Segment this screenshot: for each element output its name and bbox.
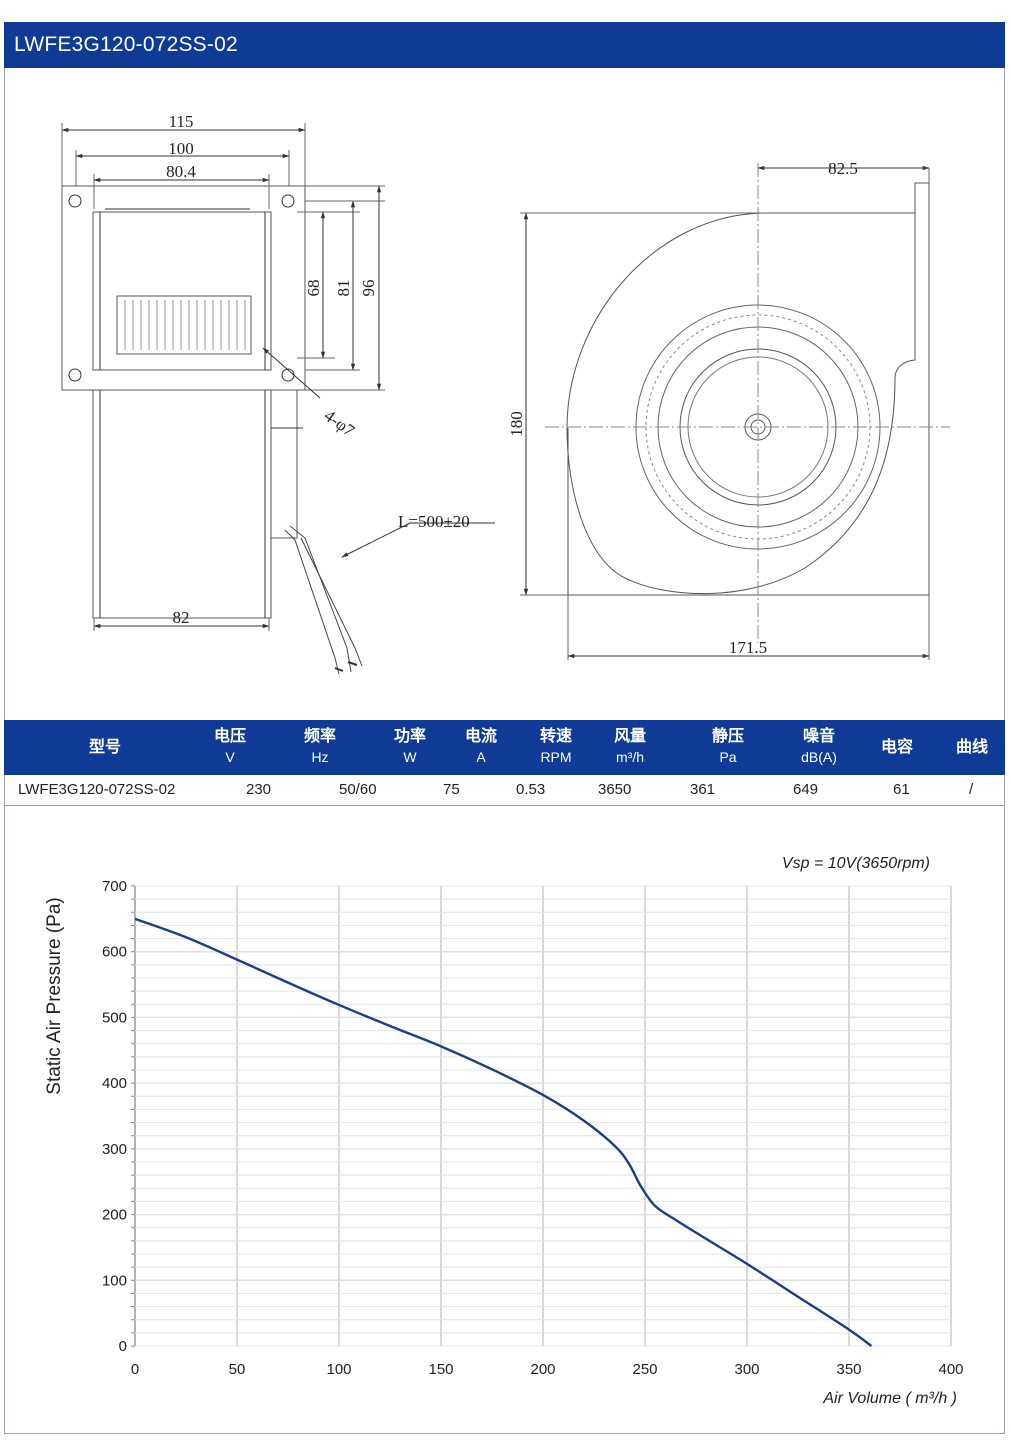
x-tick-label: 300	[734, 1361, 759, 1378]
col-power: 功率 W	[393, 728, 426, 765]
x-tick-label: 50	[229, 1361, 246, 1378]
x-tick-label: 100	[326, 1361, 351, 1378]
cell-power: 75	[443, 781, 460, 798]
y-tick-label: 200	[102, 1207, 127, 1224]
dim-81: 81	[334, 280, 353, 297]
cell-current: 0.53	[516, 781, 546, 798]
x-tick-label: 150	[428, 1361, 453, 1378]
y-tick-label: 300	[102, 1141, 127, 1158]
pq-curve-line	[134, 917, 873, 1347]
dim-cable: L=500±20	[398, 512, 470, 531]
y-tick-label: 500	[102, 1009, 127, 1026]
spec-table-header: 型号 电压 V 频率 Hz 功率 W 电流 A 转速 RPM 风量 m³/h 静压 Pa 噪音…	[4, 720, 1005, 775]
dim-80-4: 80.4	[166, 162, 196, 181]
y-axis-label: Static Air Pressure (Pa)	[44, 897, 65, 1094]
col-speed: 转速 RPM	[539, 728, 572, 765]
dim-hole: 4-φ7	[321, 406, 359, 441]
y-tick-label: 0	[119, 1338, 127, 1355]
cell-capacitor: /	[969, 781, 974, 798]
x-tick-label: 0	[131, 1361, 139, 1378]
side-view	[61, 123, 495, 675]
col-noise: 噪音 dB(A)	[801, 728, 837, 765]
dim-171-5: 171.5	[729, 638, 767, 657]
cell-voltage: 230	[246, 781, 272, 798]
title-bar: LWFE3G120-072SS-02	[4, 22, 1005, 68]
cell-pressure: 649	[793, 781, 819, 798]
x-tick-label: 250	[632, 1361, 657, 1378]
pq-chart: 0 100 200 300 400 500 600 700 0 50 100 150 200 250 300…	[5, 806, 1004, 1431]
y-tick-label: 100	[102, 1272, 127, 1289]
front-view	[520, 163, 950, 660]
col-capacitor: 电容	[880, 739, 913, 756]
dim-180: 180	[507, 411, 526, 437]
col-current: 电流 A	[464, 728, 497, 765]
y-tick-label: 700	[102, 878, 127, 895]
page-title: LWFE3G120-072SS-02	[14, 33, 238, 56]
x-axis-label: Air Volume ( m³/h )	[822, 1390, 957, 1407]
col-curve: 曲线	[955, 739, 988, 756]
dim-68: 68	[304, 280, 323, 297]
col-voltage: 电压 V	[213, 728, 246, 765]
dim-100: 100	[168, 139, 194, 158]
x-tick-label: 400	[938, 1361, 963, 1378]
y-tick-label: 400	[102, 1075, 127, 1092]
x-tick-label: 200	[530, 1361, 555, 1378]
spec-table-row: LWFE3G120-072SS-02 230 50/60 75 0.53 365…	[4, 775, 1005, 806]
cell-airflow: 361	[690, 781, 716, 798]
y-tick-label: 600	[102, 944, 127, 961]
col-frequency: 频率 Hz	[303, 728, 336, 765]
col-airflow: 风量 m³/h	[613, 728, 646, 765]
technical-drawing: 115 100 80.4 68 81 96 4-φ7 L=500±20 82 8…	[5, 68, 1004, 718]
cell-frequency: 50/60	[339, 781, 377, 798]
dim-82: 82	[173, 608, 190, 627]
dim-96: 96	[359, 280, 378, 297]
cell-speed: 3650	[598, 781, 632, 798]
dim-115: 115	[169, 112, 194, 131]
col-pressure: 静压 Pa	[711, 728, 744, 765]
cell-model: LWFE3G120-072SS-02	[18, 781, 176, 798]
col-model: 型号	[88, 739, 121, 756]
dim-82-5: 82.5	[828, 159, 858, 178]
x-tick-label: 350	[836, 1361, 861, 1378]
cell-noise: 61	[893, 781, 910, 798]
chart-annotation: Vsp = 10V(3650rpm)	[782, 855, 930, 872]
